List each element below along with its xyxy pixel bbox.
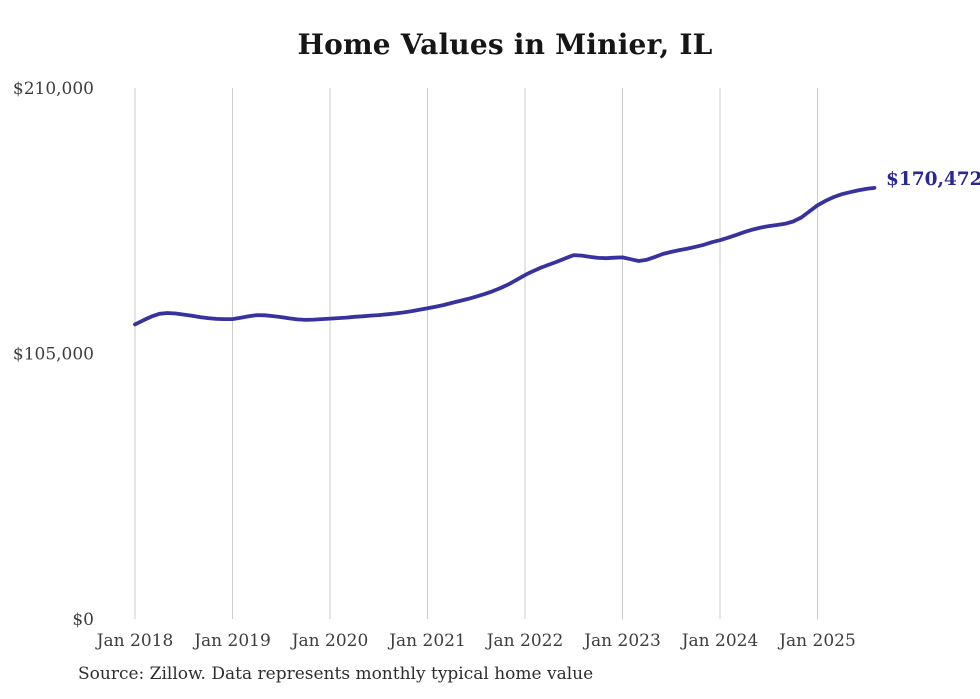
x-tick-label: Jan 2019 (192, 631, 271, 651)
y-tick-label: $0 (72, 610, 94, 630)
y-tick-label: $210,000 (13, 79, 94, 99)
x-tick-label: Jan 2021 (387, 631, 466, 651)
home-value-series-line (133, 185, 877, 327)
x-tick-label: Jan 2024 (680, 631, 759, 651)
x-tick-label: Jan 2023 (582, 631, 661, 651)
y-tick-label: $105,000 (13, 345, 94, 365)
x-tick-label: Jan 2025 (777, 631, 856, 651)
x-tick-label: Jan 2022 (485, 631, 564, 651)
x-tick-label: Jan 2020 (290, 631, 369, 651)
x-tick-label: Jan 2018 (95, 631, 174, 651)
source-note: Source: Zillow. Data represents monthly … (78, 664, 594, 684)
chart-title: Home Values in Minier, IL (297, 28, 713, 61)
latest-value-label: $170,472 (886, 169, 980, 190)
